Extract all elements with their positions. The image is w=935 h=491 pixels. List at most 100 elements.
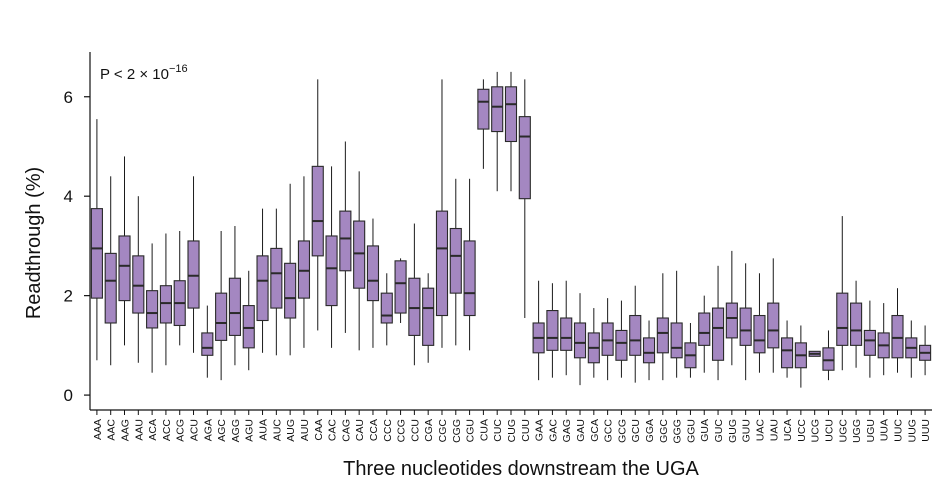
- box-UGG: [850, 280, 863, 368]
- box-GUC: [711, 265, 725, 381]
- box-UUG: [905, 320, 918, 378]
- box-body-AAC: [104, 252, 117, 324]
- plot-area: [90, 71, 932, 388]
- box-body-AUC: [270, 247, 283, 309]
- box-GUG: [725, 250, 738, 366]
- x-tick-label-GAG: GAG: [561, 419, 573, 442]
- box-CGC: [435, 79, 449, 348]
- box-ACA: [146, 243, 159, 373]
- box-body-GUA: [698, 312, 711, 346]
- box-body-GAG: [560, 317, 573, 351]
- box-AAC: [104, 176, 117, 366]
- x-tick-label-AGA: AGA: [202, 419, 214, 441]
- x-tick-label-CGG: CGG: [451, 419, 463, 443]
- box-body-CUU: [518, 116, 531, 200]
- y-tick-label-4: 4: [64, 187, 73, 206]
- x-tick-label-ACU: ACU: [189, 419, 201, 441]
- x-tick-label-GUA: GUA: [699, 419, 711, 442]
- box-body-AGG: [228, 277, 242, 336]
- x-tick-label-AGU: AGU: [244, 419, 256, 442]
- box-GGC: [656, 273, 669, 381]
- box-CAC: [325, 166, 338, 348]
- x-tick-label-CGA: CGA: [423, 419, 435, 442]
- box-body-CGC: [435, 210, 449, 317]
- x-tick-label-AGC: AGC: [216, 419, 228, 442]
- box-CAA: [311, 79, 324, 331]
- box-body-AAG: [118, 235, 131, 302]
- x-tick-label-UAU: UAU: [768, 419, 780, 441]
- box-body-AGC: [215, 292, 228, 341]
- box-body-CAU: [353, 220, 366, 289]
- box-body-GCC: [601, 322, 614, 356]
- box-body-UCU: [822, 347, 835, 371]
- box-AUA: [256, 208, 269, 353]
- box-GGU: [684, 322, 697, 378]
- box-CGU: [463, 178, 476, 351]
- box-body-CUG: [504, 86, 518, 143]
- box-GCU: [629, 285, 642, 383]
- y-tick-label-6: 6: [64, 88, 73, 107]
- box-body-ACU: [187, 240, 200, 309]
- x-tick-label-UCG: UCG: [810, 419, 822, 442]
- x-tick-label-AAC: AAC: [106, 419, 118, 441]
- x-tick-label-UUC: UUC: [892, 419, 904, 442]
- x-tick-label-CAG: CAG: [340, 419, 352, 442]
- box-UGU: [863, 300, 876, 378]
- box-body-AAU: [132, 255, 145, 314]
- box-GUA: [698, 295, 711, 373]
- box-body-CGG: [449, 227, 462, 294]
- p-value-prefix: P < 2 × 10: [100, 66, 169, 83]
- box-ACU: [187, 176, 200, 353]
- x-tick-label-AUU: AUU: [299, 419, 311, 441]
- box-body-AUU: [297, 240, 311, 299]
- box-UUC: [891, 288, 904, 373]
- x-tick-label-GGG: GGG: [672, 419, 684, 444]
- box-CCA: [366, 218, 380, 348]
- box-body-AGU: [242, 305, 255, 349]
- box-CAG: [339, 141, 352, 333]
- x-tick-label-CCG: CCG: [396, 419, 408, 442]
- x-tick-label-CGC: CGC: [437, 419, 449, 443]
- box-body-GUG: [725, 302, 738, 339]
- p-value-annotation: P < 2 × 10−16: [100, 63, 188, 83]
- box-body-CCC: [380, 292, 393, 324]
- box-body-GAC: [546, 310, 559, 351]
- x-tick-label-CAU: CAU: [354, 419, 366, 441]
- box-GAG: [560, 280, 573, 376]
- box-CUA: [477, 79, 490, 169]
- box-UCA: [780, 320, 794, 378]
- box-body-CAC: [325, 235, 338, 307]
- box-GAU: [573, 293, 587, 386]
- box-AAU: [132, 196, 145, 363]
- x-tick-label-ACA: ACA: [147, 419, 159, 441]
- box-CCC: [380, 273, 393, 346]
- box-body-UAU: [767, 302, 780, 349]
- box-body-CGU: [463, 240, 476, 317]
- box-CCU: [408, 223, 421, 366]
- x-tick-label-UCU: UCU: [823, 419, 835, 442]
- x-tick-label-GCA: GCA: [589, 419, 601, 442]
- box-body-GAU: [573, 322, 587, 359]
- x-tick-label-AUA: AUA: [258, 419, 270, 441]
- y-axis-label: Readthrough (%): [23, 167, 45, 319]
- box-CGG: [449, 178, 462, 346]
- x-tick-label-UAC: UAC: [754, 419, 766, 442]
- y-axis: 0 2 4 6: [64, 52, 91, 410]
- box-UCC: [794, 325, 807, 388]
- x-tick-label-GUG: GUG: [727, 419, 739, 443]
- box-body-GGA: [642, 337, 656, 364]
- box-UCU: [822, 330, 835, 381]
- box-UAC: [753, 273, 766, 373]
- box-body-GUU: [739, 307, 752, 346]
- box-body-GCU: [629, 314, 642, 356]
- box-GCA: [587, 308, 600, 378]
- box-body-ACC: [159, 285, 172, 324]
- box-body-UAC: [753, 314, 766, 354]
- box-UGC: [836, 216, 849, 371]
- x-tick-label-CCC: CCC: [382, 419, 394, 442]
- x-tick-label-GGA: GGA: [644, 419, 656, 442]
- x-tick-label-ACC: ACC: [161, 419, 173, 442]
- box-UCG: [808, 350, 821, 357]
- x-tick-label-GAA: GAA: [534, 419, 546, 441]
